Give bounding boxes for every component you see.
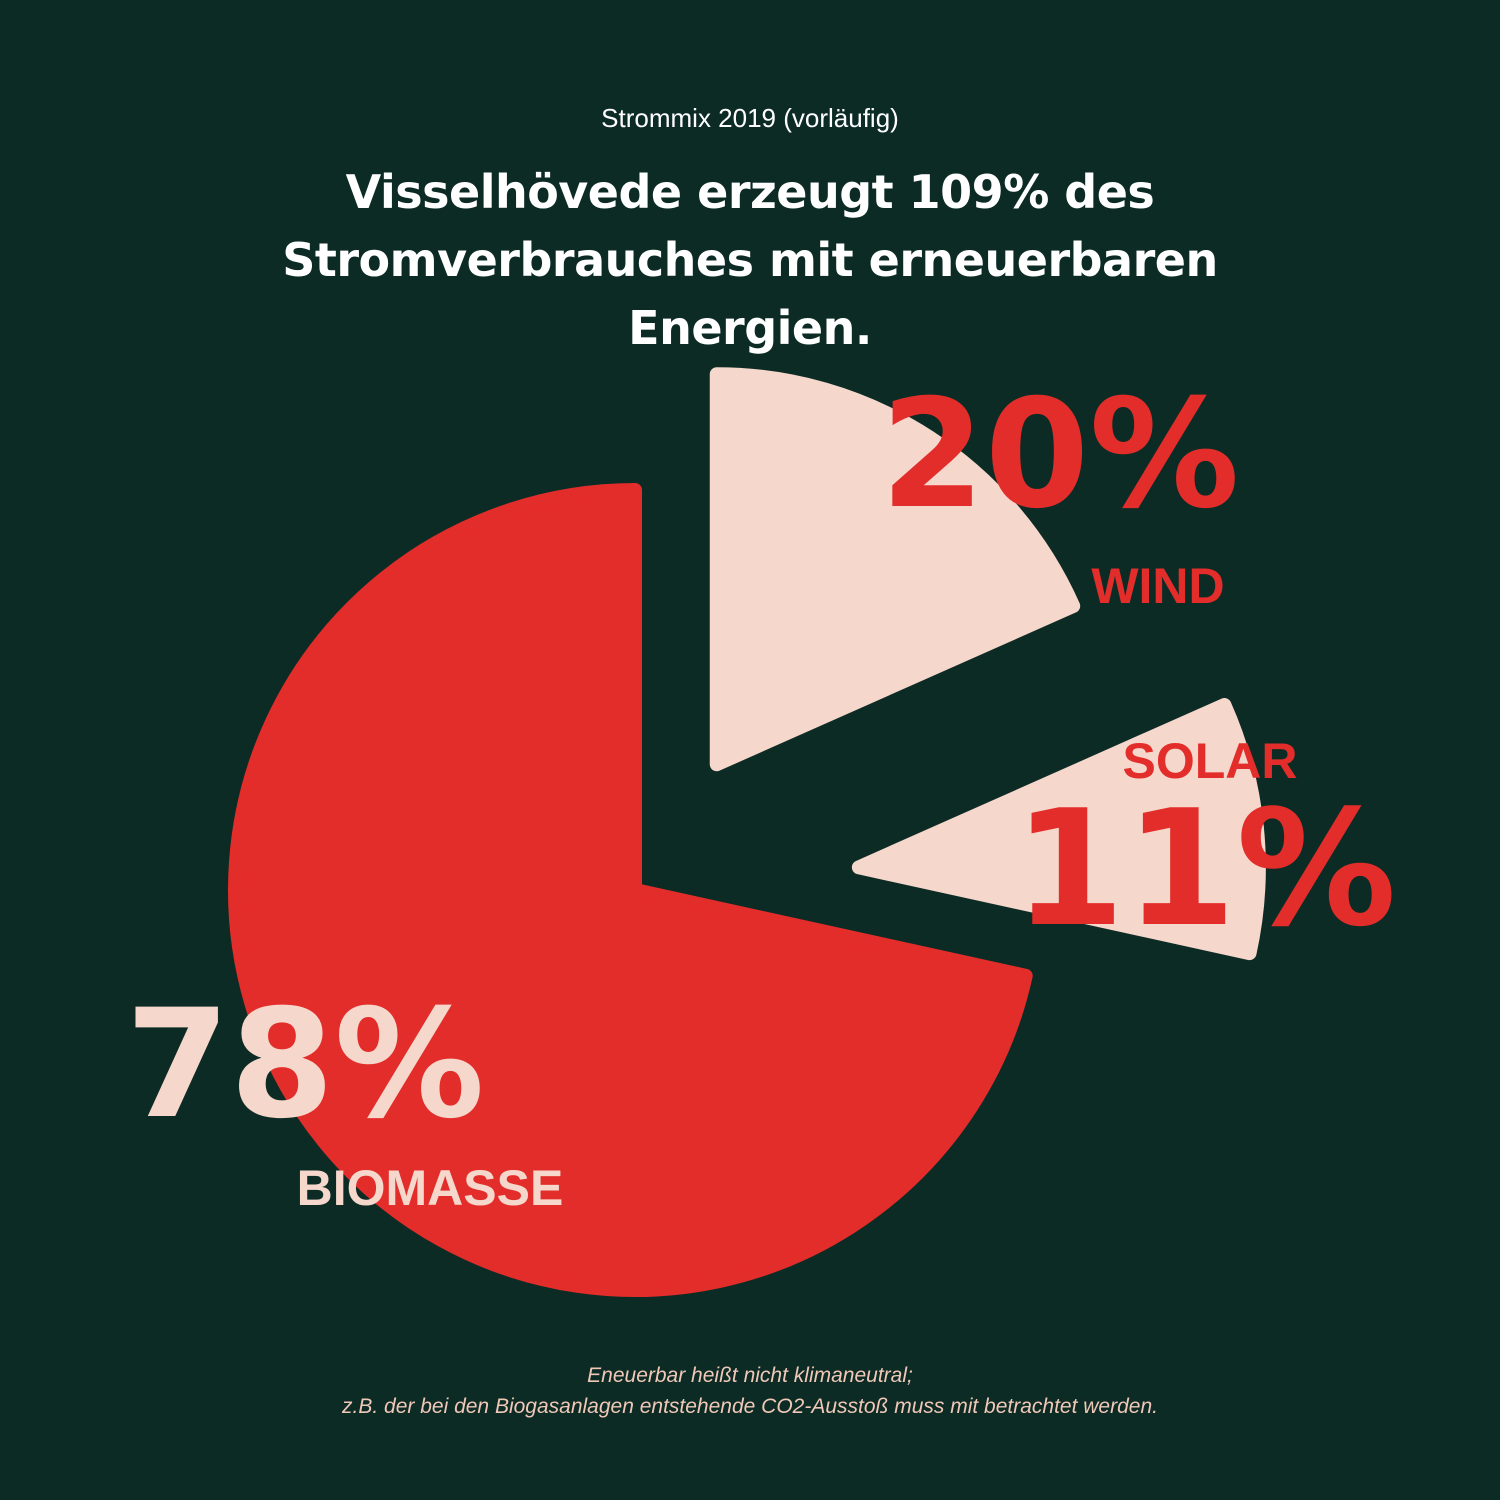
subtitle: Strommix 2019 (vorläufig)	[601, 103, 899, 133]
value-label: 11%	[1014, 775, 1397, 962]
pie-slice	[228, 483, 1033, 1297]
pie-slice	[851, 697, 1266, 961]
value-label: 20%	[880, 368, 1239, 542]
category-label: BIOMASSE	[297, 1160, 564, 1216]
value-label: 78%	[125, 978, 484, 1152]
pie-slice	[709, 367, 1081, 772]
category-label: WIND	[1091, 558, 1224, 614]
notes: Eneuerbar heißt nicht klimaneutral; z.B.…	[0, 1360, 1500, 1422]
category-label: SOLAR	[1123, 733, 1298, 789]
note: Eneuerbar heißt nicht klimaneutral;	[587, 1364, 913, 1387]
note: z.B. der bei den Biogasanlagen entstehen…	[342, 1395, 1158, 1418]
title: Visselhövede erzeugt 109% des Stromverbr…	[282, 165, 1218, 355]
